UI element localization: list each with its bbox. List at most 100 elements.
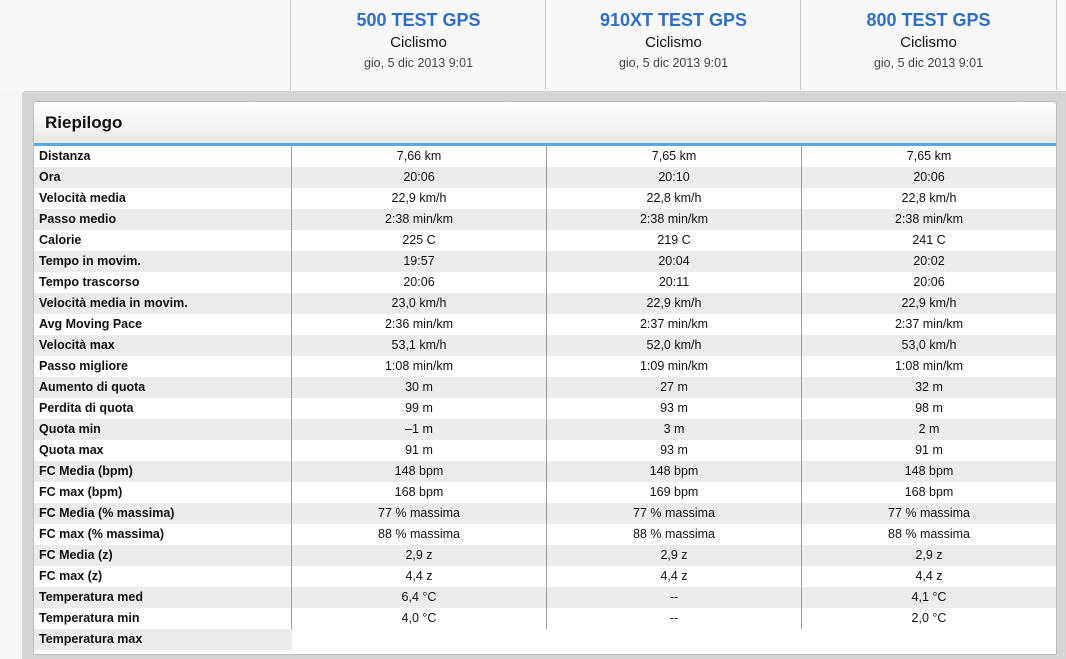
device-header: 500 TEST GPS Ciclismo gio, 5 dic 2013 9:…	[0, 0, 1066, 91]
row-label: Tempo in movim.	[34, 251, 292, 272]
row-value-device-2: --	[546, 608, 802, 629]
row-value-device-3: 88 % massima	[801, 524, 1056, 545]
row-value-device-3: 2,0 °C	[801, 608, 1056, 629]
row-value-device-1: 91 m	[291, 440, 547, 461]
row-label: Tempo trascorso	[34, 272, 292, 293]
row-value-device-2: --	[546, 587, 802, 608]
row-value-device-3: 20:02	[801, 251, 1056, 272]
row-value-device-1: 99 m	[291, 398, 547, 419]
row-label: Aumento di quota	[34, 377, 292, 398]
row-value-device-3: 53,0 km/h	[801, 335, 1056, 356]
row-value-device-1: 20:06	[291, 167, 547, 188]
table-row: Calorie 225 C 219 C 241 C	[34, 230, 1056, 251]
device-column-1: 500 TEST GPS Ciclismo gio, 5 dic 2013 9:…	[290, 0, 546, 90]
row-value-device-2: 93 m	[546, 440, 802, 461]
row-value-device-1: 4,0 °C	[291, 608, 547, 629]
row-value-device-1: 6,4 °C	[291, 587, 547, 608]
row-value-device-2: 2:38 min/km	[546, 209, 802, 230]
table-row: FC Media (% massima) 77 % massima 77 % mas…	[34, 503, 1056, 524]
row-value-device-2: 7,65 km	[546, 146, 802, 167]
table-row: Ora 20:06 20:10 20:06	[34, 167, 1056, 188]
row-label: FC max (% massima)	[34, 524, 292, 545]
device-name-link[interactable]: 800 TEST GPS	[866, 10, 991, 30]
row-value-device-1: 22,9 km/h	[291, 188, 547, 209]
row-value-device-3: 91 m	[801, 440, 1056, 461]
row-label: Temperatura max	[34, 629, 292, 650]
row-label: Passo migliore	[34, 356, 292, 377]
row-value-device-3: 1:08 min/km	[801, 356, 1056, 377]
row-label: FC Media (bpm)	[34, 461, 292, 482]
table-row: FC max (z) 4,4 z 4,4 z 4,4 z	[34, 566, 1056, 587]
row-value-device-1: 4,4 z	[291, 566, 547, 587]
row-value-device-1: 2,9 z	[291, 545, 547, 566]
row-value-device-2: 22,8 km/h	[546, 188, 802, 209]
row-value-device-2: 2,9 z	[546, 545, 802, 566]
row-value-device-2: 93 m	[546, 398, 802, 419]
device-name-link[interactable]: 910XT TEST GPS	[599, 10, 748, 30]
row-value-device-3: 4,4 z	[801, 566, 1056, 587]
device-date: gio, 5 dic 2013 9:01	[873, 56, 984, 70]
row-value-device-3: 2:38 min/km	[801, 209, 1056, 230]
device-name-link[interactable]: 500 TEST GPS	[356, 10, 481, 30]
row-value-device-2: 20:11	[546, 272, 802, 293]
row-value-device-3: 2:37 min/km	[801, 314, 1056, 335]
row-value-device-2: 3 m	[546, 419, 802, 440]
table-row: Distanza 7,66 km 7,65 km 7,65 km	[34, 146, 1056, 167]
row-label: Temperatura min	[34, 608, 292, 629]
table-row: Velocità media 22,9 km/h 22,8 km/h 22,8 km/…	[34, 188, 1056, 209]
table-row: Quota max 91 m 93 m 91 m	[34, 440, 1056, 461]
row-value-device-3: 22,8 km/h	[801, 188, 1056, 209]
row-value-device-3: 2 m	[801, 419, 1056, 440]
row-value-device-1: 1:08 min/km	[291, 356, 547, 377]
row-value-device-3: 20:06	[801, 272, 1056, 293]
row-label: Avg Moving Pace	[34, 314, 292, 335]
row-value-device-2: 169 bpm	[546, 482, 802, 503]
row-value-device-2: 4,4 z	[546, 566, 802, 587]
summary-panel-header: Riepilogo	[34, 102, 1056, 146]
row-value-device-1: 2:36 min/km	[291, 314, 547, 335]
table-row: Velocità media in movim. 23,0 km/h 22,9 km…	[34, 293, 1056, 314]
table-row: Perdita di quota 99 m 93 m 98 m	[34, 398, 1056, 419]
row-value-device-2: 148 bpm	[546, 461, 802, 482]
row-value-device-1: 19:57	[291, 251, 547, 272]
row-value-device-3: 32 m	[801, 377, 1056, 398]
device-activity: Ciclismo	[390, 34, 447, 51]
row-value-device-1: –1 m	[291, 419, 547, 440]
row-value-device-2: 52,0 km/h	[546, 335, 802, 356]
row-label: Quota min	[34, 419, 292, 440]
row-value-device-2: 27 m	[546, 377, 802, 398]
row-value-device-1	[291, 629, 547, 650]
table-row: FC Media (z) 2,9 z 2,9 z 2,9 z	[34, 545, 1056, 566]
row-label: Passo medio	[34, 209, 292, 230]
row-value-device-3: 168 bpm	[801, 482, 1056, 503]
row-label: Calorie	[34, 230, 292, 251]
row-value-device-2	[546, 629, 802, 650]
row-label: FC Media (% massima)	[34, 503, 292, 524]
row-value-device-3: 241 C	[801, 230, 1056, 251]
row-value-device-2: 219 C	[546, 230, 802, 251]
device-activity: Ciclismo	[645, 34, 702, 51]
row-label: Temperatura med	[34, 587, 292, 608]
table-row: Temperatura min 4,0 °C -- 2,0 °C	[34, 608, 1056, 629]
device-date: gio, 5 dic 2013 9:01	[618, 56, 729, 70]
row-value-device-2: 2:37 min/km	[546, 314, 802, 335]
table-row: Passo medio 2:38 min/km 2:38 min/km 2:38 mi…	[34, 209, 1056, 230]
table-row: FC Media (bpm) 148 bpm 148 bpm 148 bpm	[34, 461, 1056, 482]
row-value-device-2: 20:10	[546, 167, 802, 188]
row-label: Perdita di quota	[34, 398, 292, 419]
row-value-device-2: 20:04	[546, 251, 802, 272]
row-value-device-3: 77 % massima	[801, 503, 1056, 524]
row-label: Velocità max	[34, 335, 292, 356]
row-value-device-3: 4,1 °C	[801, 587, 1056, 608]
device-column-2: 910XT TEST GPS Ciclismo gio, 5 dic 2013 …	[545, 0, 801, 90]
row-value-device-2: 88 % massima	[546, 524, 802, 545]
row-value-device-1: 20:06	[291, 272, 547, 293]
row-value-device-3: 22,9 km/h	[801, 293, 1056, 314]
row-label: Distanza	[34, 146, 292, 167]
summary-panel: Riepilogo Distanza 7,66 km 7,65 km 7,65 km O…	[33, 101, 1057, 655]
row-value-device-1: 88 % massima	[291, 524, 547, 545]
row-value-device-3: 2,9 z	[801, 545, 1056, 566]
row-value-device-1: 30 m	[291, 377, 547, 398]
row-value-device-2: 22,9 km/h	[546, 293, 802, 314]
